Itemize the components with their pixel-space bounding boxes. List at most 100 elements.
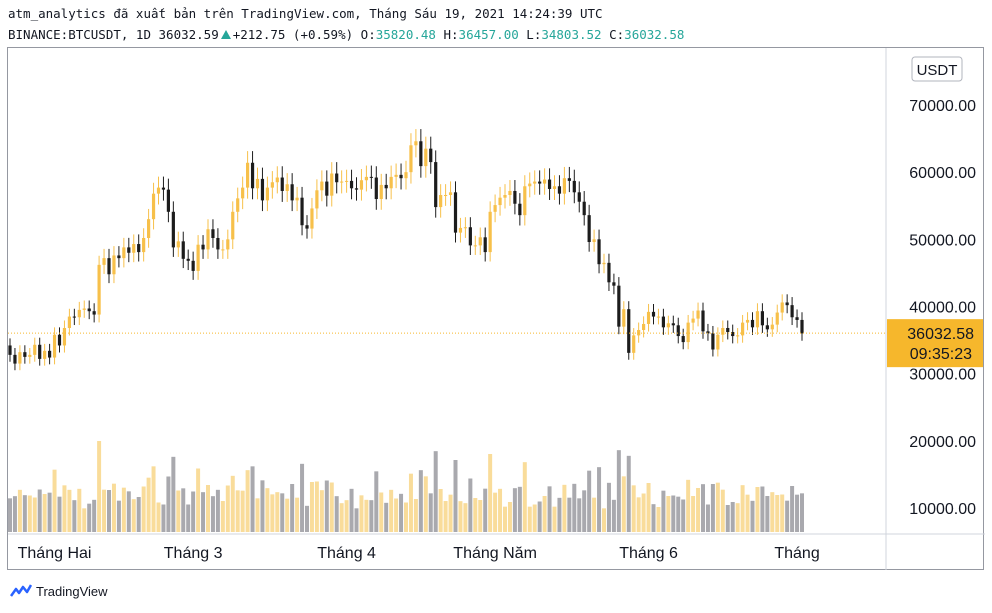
volume-bar <box>107 490 111 532</box>
y-tick-label: 50000.00 <box>909 232 976 249</box>
volume-bar <box>245 470 250 532</box>
volume-bar <box>349 488 354 532</box>
y-tick-label: 10000.00 <box>909 501 976 518</box>
volume-bar <box>240 490 245 532</box>
candle-body <box>453 192 458 233</box>
volume-bar <box>800 493 804 532</box>
candle-body <box>765 325 769 330</box>
volume-bar <box>369 500 374 532</box>
volume-bar <box>280 493 285 532</box>
volume-bar <box>453 460 458 532</box>
low-label: L: <box>526 27 542 42</box>
candle-body <box>335 173 339 183</box>
candle-body <box>97 264 101 315</box>
candle-body <box>716 334 720 350</box>
volume-bar <box>305 505 309 532</box>
high-value: 36457.00 <box>458 27 519 42</box>
candle-body <box>226 239 230 250</box>
candle-body <box>359 180 364 190</box>
volume-bar <box>522 462 527 532</box>
open-value: 35820.48 <box>375 27 436 42</box>
close-label: C: <box>609 27 625 42</box>
candle-body <box>389 176 393 189</box>
currency-button[interactable] <box>911 56 963 82</box>
tradingview-footer[interactable]: TradingView <box>10 583 108 599</box>
volume-bar <box>755 487 760 532</box>
volume-bar <box>686 479 691 532</box>
candle-body <box>112 255 116 275</box>
volume-bar <box>67 489 72 532</box>
candle-body <box>340 181 344 183</box>
candle-body <box>43 350 47 359</box>
candle-body <box>384 184 388 189</box>
candle-body <box>419 141 423 167</box>
low-value: 34803.52 <box>541 27 602 42</box>
chart-frame[interactable] <box>7 47 984 570</box>
volume-bar <box>87 503 92 532</box>
candle-body <box>760 311 764 326</box>
candle-body <box>493 205 497 212</box>
close-value: 36032.58 <box>624 27 685 42</box>
volume-bar <box>290 484 295 532</box>
volume-bar <box>285 498 290 532</box>
volume-bar <box>339 503 344 532</box>
volume-bar <box>413 499 418 532</box>
volume-bar <box>611 499 616 532</box>
candle-body <box>82 308 86 310</box>
candle-body <box>572 180 576 193</box>
candle-body <box>651 311 656 317</box>
volume-bar <box>196 468 201 532</box>
volume-bar <box>314 481 319 532</box>
candle-body <box>300 197 304 226</box>
candle-body <box>374 177 378 200</box>
volume-bar <box>661 490 666 532</box>
candle-body <box>171 211 175 248</box>
volume-bar <box>473 498 478 532</box>
candle-body <box>23 352 27 357</box>
candle-body <box>785 302 789 306</box>
volume-bar <box>750 500 755 532</box>
candle-body <box>523 186 527 216</box>
candle-body <box>246 162 250 188</box>
candle-body <box>632 335 636 353</box>
candle-body <box>518 203 522 216</box>
volume-bar <box>47 492 52 532</box>
candle-body <box>72 316 76 318</box>
candle-body <box>552 186 557 189</box>
candle-body <box>241 187 245 199</box>
candle-body <box>404 172 408 179</box>
candle-body <box>151 193 156 220</box>
y-tick-label: 70000.00 <box>909 98 976 115</box>
volume-bar <box>404 502 408 532</box>
candle-body <box>711 333 715 350</box>
candle-body <box>547 179 552 189</box>
volume-bar <box>483 488 488 532</box>
volume-bar <box>572 483 577 532</box>
volume-bar <box>394 498 399 532</box>
candle-body <box>265 187 269 201</box>
volume-bar <box>636 497 641 532</box>
candle-body <box>290 184 294 201</box>
volume-bar <box>131 499 136 532</box>
candle-body <box>369 176 373 178</box>
candle-body <box>513 190 517 204</box>
volume-bar <box>206 485 210 532</box>
volume-bar <box>666 496 671 532</box>
candle-body <box>726 327 730 333</box>
candle-body <box>231 211 235 240</box>
candle-body <box>656 316 661 318</box>
volume-bar <box>582 490 587 532</box>
candle-body <box>607 262 611 283</box>
volume-bar <box>92 499 97 532</box>
volume-bar <box>12 496 17 532</box>
candle-body <box>780 302 784 313</box>
candle-body <box>676 325 680 337</box>
symbol-ohlc-line: BINANCE:BTCUSDT, 1D 36032.59 +212.75 (+0.… <box>8 27 684 42</box>
candle-body <box>642 323 646 331</box>
volume-bar <box>42 494 47 532</box>
volume-bar <box>27 495 32 532</box>
volume-bar <box>191 491 196 532</box>
volume-bar <box>8 498 12 532</box>
volume-bar <box>275 492 280 532</box>
